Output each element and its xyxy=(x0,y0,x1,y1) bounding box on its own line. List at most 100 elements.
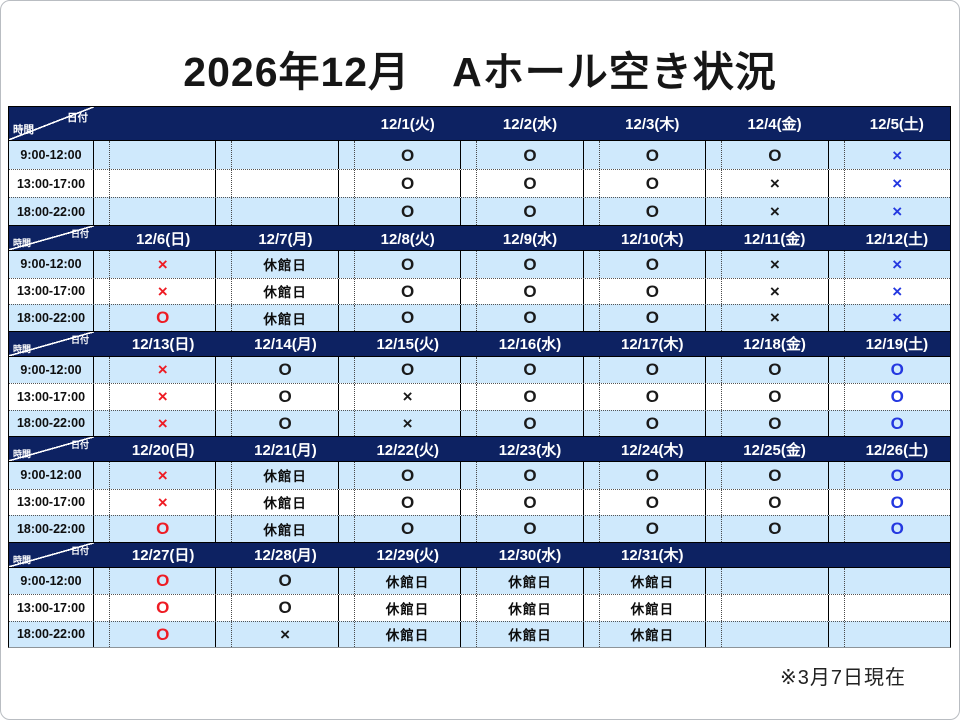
day-cell: O xyxy=(215,410,337,436)
day-cell: 休館日 xyxy=(582,595,705,621)
availability-cell: O xyxy=(768,519,782,539)
cell-divider xyxy=(339,462,355,489)
week-header-row: 日付 時間 12/27(日) 12/28(月) 12/29(火) 12/30(水) 12/3… xyxy=(9,541,950,568)
cell-divider xyxy=(829,141,845,169)
day-cell xyxy=(94,198,215,225)
availability-cell: O xyxy=(523,360,537,380)
cell-divider xyxy=(829,567,845,594)
availability-cell xyxy=(845,568,950,595)
date-header-cell: 12/4(金) xyxy=(747,116,802,133)
availability-cell xyxy=(722,622,827,648)
cell-divider xyxy=(829,384,845,410)
availability-cell: O xyxy=(400,281,415,301)
day-cell: O xyxy=(215,356,337,383)
availability-cell: × xyxy=(892,254,903,274)
cell-divider xyxy=(706,516,723,542)
date-header-cell: 12/22(火) xyxy=(376,441,439,459)
day-cell: O xyxy=(827,516,950,542)
availability-cell: O xyxy=(645,145,660,165)
availability-cell: × xyxy=(892,281,903,301)
date-header-cell: 12/16(水) xyxy=(498,336,562,353)
time-slot-row: 9:00-12:00 O O O O × xyxy=(9,141,950,169)
time-slot-label: 9:00-12:00 xyxy=(9,356,94,383)
availability-cell: O xyxy=(156,571,170,591)
corner-time-label: 時間 xyxy=(13,449,32,459)
day-cell: × xyxy=(827,305,950,331)
cell-divider xyxy=(216,278,233,304)
availability-cell: × xyxy=(769,174,780,193)
cell-divider xyxy=(94,516,110,542)
day-cell: × xyxy=(827,170,950,197)
availability-cell: O xyxy=(523,145,537,165)
day-cell: O xyxy=(460,141,582,169)
cell-divider xyxy=(94,251,110,278)
time-slot-row: 13:00-17:00 × O × O O O O xyxy=(9,383,950,410)
cell-divider xyxy=(706,489,723,515)
cell-divider xyxy=(94,170,110,197)
availability-cell: O xyxy=(645,360,660,380)
day-cell: O xyxy=(460,170,582,197)
cell-divider xyxy=(461,595,478,621)
day-cell: O xyxy=(337,278,460,304)
time-slot-row: 13:00-17:00 O O 休館日 休館日 休館日 xyxy=(9,594,950,621)
availability-cell: O xyxy=(523,387,537,407)
cell-divider xyxy=(584,410,600,436)
date-header-cell: 12/9(水) xyxy=(502,230,558,248)
cell-divider xyxy=(461,567,478,594)
availability-cell: 休館日 xyxy=(508,601,552,617)
cell-divider xyxy=(584,278,600,304)
time-slot-label: 13:00-17:00 xyxy=(9,278,94,304)
cell-divider xyxy=(339,356,355,383)
availability-cell: O xyxy=(278,598,292,618)
corner-cell: 日付 時間 xyxy=(9,226,94,250)
time-slot-row: 9:00-12:00 × 休館日 O O O O O xyxy=(9,462,950,489)
availability-cell: O xyxy=(523,413,537,433)
date-header-cell: 12/7(月) xyxy=(258,230,313,248)
date-header-cell: 12/30(水) xyxy=(498,547,562,564)
day-cell: O xyxy=(582,489,705,515)
availability-cell: 休館日 xyxy=(263,258,307,274)
availability-cell: O xyxy=(400,145,415,165)
time-slot-label: 13:00-17:00 xyxy=(9,384,94,410)
availability-cell: 休館日 xyxy=(630,601,675,617)
day-cell: 休館日 xyxy=(460,567,582,594)
availability-cell: 休館日 xyxy=(263,469,307,485)
cell-divider xyxy=(706,170,723,197)
week-header-row: 日付 時間 12/13(日) 12/14(月) 12/15(火) 12/16(水) 12/1… xyxy=(9,330,950,357)
time-slot-label: 18:00-22:00 xyxy=(9,410,94,436)
cell-divider xyxy=(216,516,233,542)
availability-cell: O xyxy=(768,360,782,380)
day-cell: O xyxy=(827,356,950,383)
cell-divider xyxy=(706,595,723,621)
corner-cell: 日付 時間 xyxy=(9,331,94,356)
date-header-cell: 12/31(木) xyxy=(621,547,684,564)
availability-cell: O xyxy=(156,598,170,618)
day-cell: O xyxy=(827,410,950,436)
cell-divider xyxy=(706,462,723,489)
day-cell: O xyxy=(582,305,705,331)
availability-cell: 休館日 xyxy=(508,628,552,644)
cell-divider xyxy=(461,356,478,383)
cell-divider xyxy=(584,170,600,197)
cell-divider xyxy=(706,621,723,647)
availability-table: 日付 時間 12/1(火) 12/2(水) 12/3(木) 12/4(金) 12/5(土) 9… xyxy=(8,106,951,648)
availability-cell: O xyxy=(523,254,537,274)
day-cell: 休館日 xyxy=(582,621,705,647)
day-cell: 休館日 xyxy=(215,251,337,278)
cell-divider xyxy=(216,141,233,169)
availability-cell: O xyxy=(278,360,292,380)
cell-divider xyxy=(339,251,355,278)
time-slot-row: 18:00-22:00 × O × O O O O xyxy=(9,409,950,436)
cell-divider xyxy=(829,251,845,278)
cell-divider xyxy=(829,462,845,489)
date-header-cell: 12/29(火) xyxy=(376,547,439,564)
day-cell: 休館日 xyxy=(215,278,337,304)
cell-divider xyxy=(216,489,233,515)
cell-divider xyxy=(94,410,110,436)
date-header-cell xyxy=(705,543,827,567)
availability-cell: O xyxy=(645,519,660,539)
availability-cell xyxy=(110,170,215,197)
day-cell: O xyxy=(215,384,337,410)
day-cell: O xyxy=(337,198,460,225)
day-cell: 休館日 xyxy=(215,305,337,331)
